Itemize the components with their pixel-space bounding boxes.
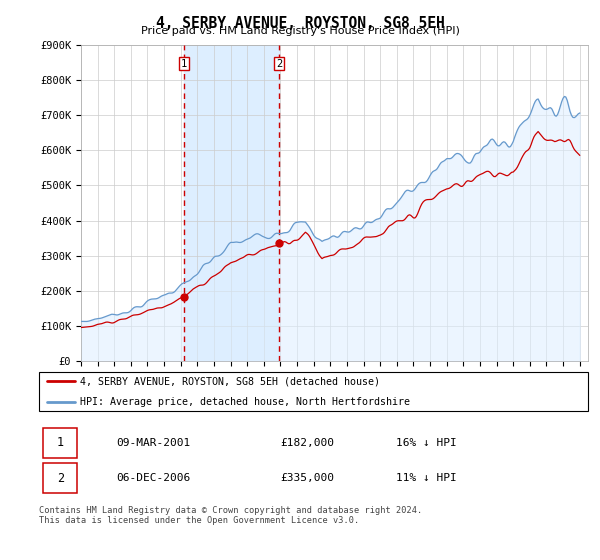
Text: HPI: Average price, detached house, North Hertfordshire: HPI: Average price, detached house, Nort… (80, 396, 410, 407)
FancyBboxPatch shape (43, 428, 77, 458)
Text: 2: 2 (57, 472, 64, 485)
Bar (184, 45, 279, 361)
Text: 1: 1 (181, 59, 187, 69)
Text: 2: 2 (276, 59, 282, 69)
Text: £182,000: £182,000 (281, 438, 335, 448)
Text: 4, SERBY AVENUE, ROYSTON, SG8 5EH (detached house): 4, SERBY AVENUE, ROYSTON, SG8 5EH (detac… (80, 376, 380, 386)
Text: 16% ↓ HPI: 16% ↓ HPI (396, 438, 457, 448)
Text: Contains HM Land Registry data © Crown copyright and database right 2024.
This d: Contains HM Land Registry data © Crown c… (39, 506, 422, 525)
Text: Price paid vs. HM Land Registry's House Price Index (HPI): Price paid vs. HM Land Registry's House … (140, 26, 460, 36)
Text: 09-MAR-2001: 09-MAR-2001 (116, 438, 190, 448)
Text: 4, SERBY AVENUE, ROYSTON, SG8 5EH: 4, SERBY AVENUE, ROYSTON, SG8 5EH (155, 16, 445, 31)
Text: £335,000: £335,000 (281, 473, 335, 483)
Text: 11% ↓ HPI: 11% ↓ HPI (396, 473, 457, 483)
FancyBboxPatch shape (43, 464, 77, 493)
Text: 1: 1 (57, 436, 64, 449)
FancyBboxPatch shape (39, 372, 588, 411)
Text: 06-DEC-2006: 06-DEC-2006 (116, 473, 190, 483)
